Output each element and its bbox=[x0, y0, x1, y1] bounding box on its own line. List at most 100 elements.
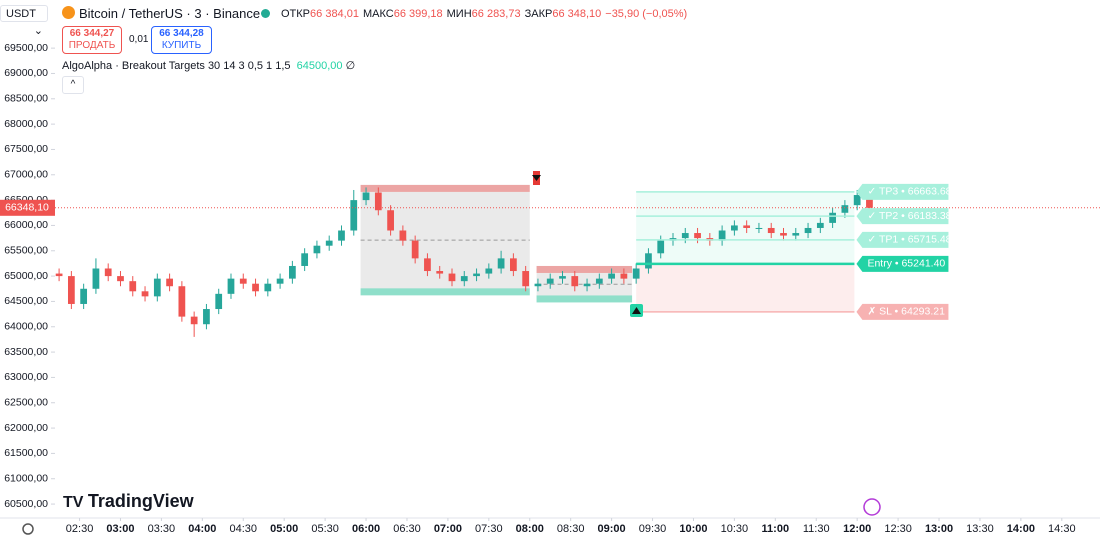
candle-body bbox=[510, 258, 517, 272]
candle-body bbox=[534, 283, 542, 287]
x-tick-label: 14:30 bbox=[1048, 523, 1076, 535]
candle-body bbox=[657, 240, 665, 254]
target-label: ✗ SL • 64293.21 bbox=[867, 306, 945, 318]
loss-zone bbox=[636, 263, 855, 312]
zone-top-band bbox=[536, 265, 633, 273]
x-tick-label: 06:00 bbox=[352, 523, 380, 535]
buy-price: 66 344,28 bbox=[159, 28, 204, 39]
candle-body bbox=[681, 233, 689, 239]
x-tick-label: 06:30 bbox=[393, 523, 421, 535]
candle-body bbox=[595, 278, 603, 284]
target-label-box bbox=[856, 231, 949, 248]
y-tick-label: 62000,00 bbox=[4, 422, 48, 434]
ohlc: ОТКР66 384,01 МАКС66 399,18 МИН66 283,73 ЗА… bbox=[281, 8, 691, 20]
x-tick-label: 13:00 bbox=[925, 523, 953, 535]
candle-body bbox=[694, 233, 701, 239]
x-tick-label: 10:30 bbox=[721, 523, 749, 535]
target-label: ✓ TP2 • 66183.38 bbox=[867, 210, 951, 222]
candle-body bbox=[583, 283, 591, 287]
candle-body bbox=[780, 233, 787, 236]
symbol-box[interactable]: USDT ⌄ bbox=[0, 5, 48, 37]
zone-top-band bbox=[360, 184, 530, 192]
candle-body bbox=[288, 265, 296, 279]
buy-button[interactable]: 66 344,28 КУПИТЬ bbox=[151, 26, 212, 54]
y-tick-label: 62500,00 bbox=[4, 397, 48, 409]
candle-body bbox=[792, 233, 800, 236]
candle-body bbox=[841, 205, 849, 213]
y-tick-label: 63000,00 bbox=[4, 371, 48, 383]
candle-body bbox=[67, 276, 75, 304]
target-label-box bbox=[856, 183, 949, 200]
candle-body bbox=[387, 210, 394, 231]
status-dot bbox=[261, 9, 270, 18]
candle-body bbox=[571, 276, 579, 287]
x-tick-label: 02:30 bbox=[66, 523, 94, 535]
candle-body bbox=[227, 278, 235, 294]
y-tick-label: 63500,00 bbox=[4, 346, 48, 358]
candle-body bbox=[546, 278, 554, 284]
x-tick-label: 09:30 bbox=[639, 523, 667, 535]
y-tick-label: 68500,00 bbox=[4, 93, 48, 105]
x-tick-label: 10:00 bbox=[679, 523, 707, 535]
candle-body bbox=[620, 273, 628, 279]
ohlc-key: ОТКР bbox=[281, 8, 311, 20]
symbol-title: Bitcoin / TetherUS · 3 · Binance bbox=[79, 6, 261, 21]
candle-body bbox=[743, 225, 751, 228]
collapse-button[interactable]: ^ bbox=[62, 76, 84, 94]
symbol-text: USDT bbox=[6, 8, 36, 20]
settings-icon[interactable] bbox=[22, 523, 34, 535]
y-tick-label: 65000,00 bbox=[4, 270, 48, 282]
target-label-box bbox=[856, 303, 949, 320]
candle-body bbox=[755, 227, 763, 229]
target-label: ✓ TP1 • 65715.48 bbox=[867, 234, 951, 246]
alert-icon[interactable] bbox=[863, 498, 881, 516]
last-price-label: 66348,10 bbox=[5, 202, 49, 214]
y-tick-label: 66000,00 bbox=[4, 219, 48, 231]
indicator-extra: ∅ bbox=[345, 60, 356, 72]
coin-icon bbox=[62, 6, 75, 19]
ohlc-key: ЗАКР bbox=[524, 8, 553, 20]
sell-price: 66 344,27 bbox=[69, 28, 115, 39]
last-price-box bbox=[0, 199, 55, 216]
ohlc-value: 66 399,18 bbox=[393, 8, 443, 20]
y-tick-label: 60500,00 bbox=[4, 498, 48, 510]
y-tick-label: 67500,00 bbox=[4, 143, 48, 155]
sell-button[interactable]: 66 344,27 ПРОДАТЬ bbox=[62, 26, 122, 54]
candle-body bbox=[190, 316, 198, 325]
candle-body bbox=[522, 271, 530, 287]
candle-body bbox=[497, 258, 505, 269]
sell-label: ПРОДАТЬ bbox=[68, 40, 116, 51]
x-tick-label: 07:00 bbox=[434, 523, 462, 535]
x-tick-label: 11:30 bbox=[803, 523, 830, 535]
candle-body bbox=[804, 227, 812, 234]
candle-body bbox=[645, 253, 652, 269]
candle-body bbox=[399, 230, 407, 241]
candle-body bbox=[718, 230, 726, 241]
candle-body bbox=[129, 281, 137, 292]
y-tick-label: 64000,00 bbox=[4, 321, 48, 333]
candle-body bbox=[473, 273, 480, 277]
indicator-name: AlgoAlpha · Breakout Targets 30 14 3 0,5… bbox=[62, 60, 291, 72]
logo-text: TradingView bbox=[87, 491, 194, 511]
candle-body bbox=[411, 240, 419, 259]
candle-body bbox=[166, 278, 173, 287]
candle-body bbox=[203, 309, 210, 325]
candle-body bbox=[276, 278, 284, 284]
candle-body bbox=[325, 240, 333, 246]
y-tick-label: 68000,00 bbox=[4, 118, 48, 130]
candle-body bbox=[153, 278, 161, 297]
buy-label: КУПИТЬ bbox=[161, 40, 202, 51]
candle-body bbox=[80, 288, 88, 304]
candle-body bbox=[239, 278, 247, 284]
zone-bottom-band bbox=[360, 288, 530, 296]
candle-body bbox=[104, 268, 112, 277]
candle-body bbox=[215, 293, 223, 310]
ohlc-key: МИН bbox=[446, 8, 472, 20]
ohlc-value: 66 348,10 bbox=[552, 8, 602, 20]
target-label: Entry • 65241.40 bbox=[867, 258, 945, 270]
candle-body bbox=[178, 286, 186, 317]
y-tick-label: 65500,00 bbox=[4, 245, 48, 257]
candle-body bbox=[252, 283, 259, 292]
candle-body bbox=[55, 273, 63, 277]
